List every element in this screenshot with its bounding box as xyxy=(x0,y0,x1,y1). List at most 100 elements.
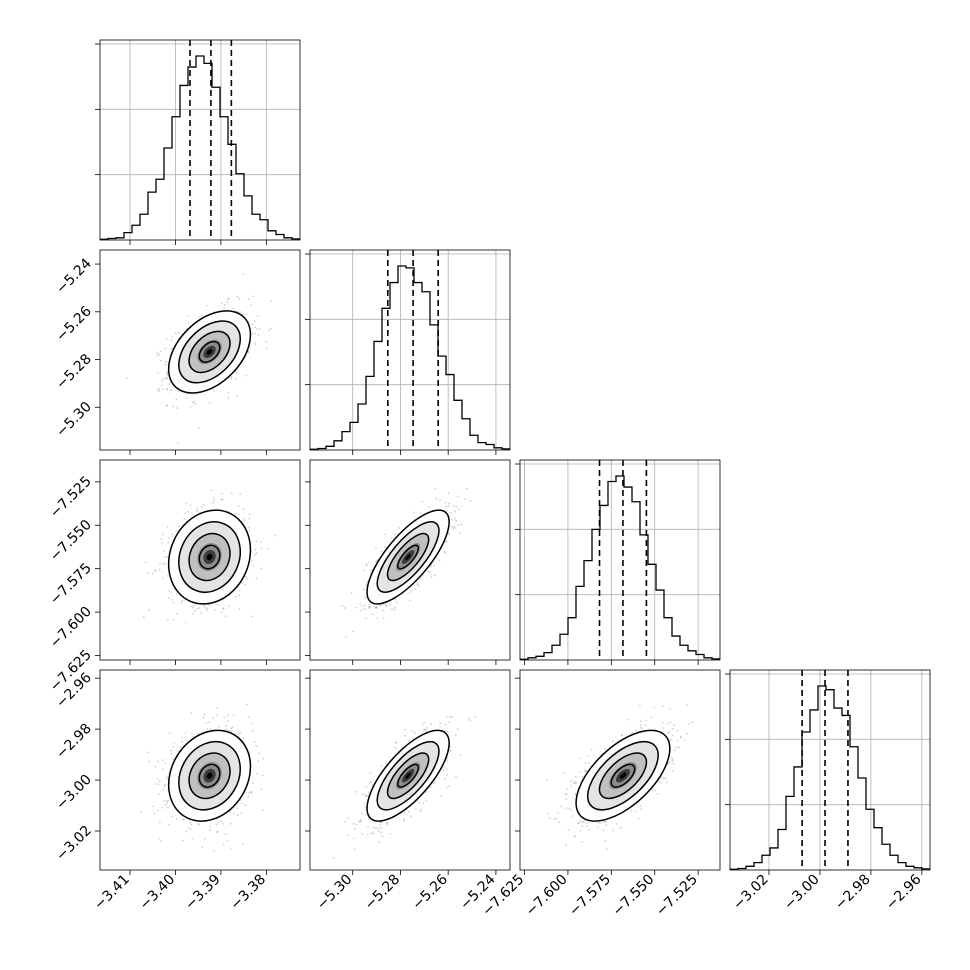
scatter-point xyxy=(177,390,180,393)
scatter-point xyxy=(375,605,377,608)
scatter-point xyxy=(250,560,253,563)
panel-frame xyxy=(99,249,301,451)
scatter-point xyxy=(208,402,211,404)
density-level xyxy=(206,772,213,779)
scatter-point xyxy=(343,607,346,609)
scatter-point xyxy=(367,606,370,608)
scatter-point xyxy=(251,729,254,732)
scatter-point xyxy=(157,778,159,780)
scatter-point xyxy=(229,810,231,813)
scatter-point xyxy=(198,427,201,430)
panel-content xyxy=(333,715,476,859)
scatter-point xyxy=(252,295,255,298)
y-tick-label: −5.24 xyxy=(53,256,95,298)
scatter-point xyxy=(227,729,230,732)
contour-line xyxy=(188,532,231,582)
scatter-point xyxy=(403,818,405,821)
density-level xyxy=(405,772,411,779)
scatter-point xyxy=(185,327,188,330)
scatter-point xyxy=(386,605,389,608)
scatter-point xyxy=(167,799,170,802)
scatter-point xyxy=(379,821,382,824)
scatter-point xyxy=(230,492,233,495)
scatter-point xyxy=(360,818,362,820)
scatter-point xyxy=(352,630,354,632)
scatter-point xyxy=(419,512,422,514)
scatter-point xyxy=(175,529,178,532)
scatter-point xyxy=(455,520,458,522)
scatter-point xyxy=(344,821,346,823)
scatter-point xyxy=(183,518,186,520)
scatter-point xyxy=(449,749,452,752)
histogram-2 xyxy=(520,475,720,660)
scatter-point xyxy=(206,727,209,730)
scatter-point xyxy=(154,570,157,573)
scatter-point xyxy=(584,769,587,771)
scatter-point xyxy=(203,604,205,607)
scatter-point xyxy=(221,302,223,305)
scatter-point xyxy=(254,548,257,551)
scatter-point xyxy=(167,824,170,826)
scatter-point xyxy=(196,607,199,610)
panel-content xyxy=(310,250,510,450)
scatter-point xyxy=(152,572,154,575)
x-tick-label: −5.28 xyxy=(362,872,404,914)
scatter-point xyxy=(209,826,212,828)
scatter-point xyxy=(255,540,258,542)
scatter-point xyxy=(199,612,202,614)
scatter-point xyxy=(165,775,168,778)
scatter-point xyxy=(425,791,428,793)
scatter-point xyxy=(363,802,366,805)
scatter-point xyxy=(369,570,372,572)
scatter-point xyxy=(255,577,258,580)
scatter-point xyxy=(254,326,257,329)
scatter-point xyxy=(198,316,200,319)
scatter-point xyxy=(147,751,150,754)
contour-line xyxy=(366,509,450,605)
scatter-point xyxy=(166,806,169,809)
histogram-1 xyxy=(310,265,510,450)
scatter-point xyxy=(148,609,150,612)
y-tick-label: −7.550 xyxy=(47,517,95,565)
scatter-point xyxy=(163,556,166,559)
scatter-point xyxy=(166,800,168,803)
scatter-point xyxy=(425,729,427,731)
scatter-point xyxy=(154,783,157,785)
scatter-point xyxy=(209,604,212,607)
scatter-point xyxy=(170,749,173,752)
scatter-point xyxy=(403,811,406,814)
contour-line xyxy=(178,320,241,384)
scatter-point xyxy=(212,850,215,852)
scatter-point xyxy=(260,567,263,570)
y-tick-label: −7.600 xyxy=(47,604,95,652)
scatter-point xyxy=(232,812,235,815)
scatter-point xyxy=(237,513,240,516)
scatter-point xyxy=(217,821,220,824)
scatter-point xyxy=(247,351,250,354)
scatter-point xyxy=(157,809,160,811)
scatter-point xyxy=(365,564,368,567)
scatter-point xyxy=(185,502,188,505)
scatter-point xyxy=(230,377,233,380)
scatter-point xyxy=(252,782,254,784)
scatter-point xyxy=(204,607,207,609)
scatter-point xyxy=(386,823,389,826)
scatter-point xyxy=(432,564,435,567)
scatter-point xyxy=(240,812,243,815)
scatter-point xyxy=(379,824,382,826)
scatter-point xyxy=(359,820,362,823)
scatter-point xyxy=(160,541,163,544)
scatter-point xyxy=(238,732,241,735)
scatter-point xyxy=(232,714,235,717)
scatter-point xyxy=(241,802,243,805)
scatter-point xyxy=(168,732,171,735)
scatter-point xyxy=(456,727,459,730)
scatter-point xyxy=(242,843,245,846)
scatter-point xyxy=(369,606,371,608)
scatter-point xyxy=(450,525,453,528)
scatter-point xyxy=(383,533,386,536)
scatter-point xyxy=(581,775,584,778)
scatter-point xyxy=(148,760,150,763)
scatter-point xyxy=(423,721,425,724)
scatter-point xyxy=(430,722,433,725)
